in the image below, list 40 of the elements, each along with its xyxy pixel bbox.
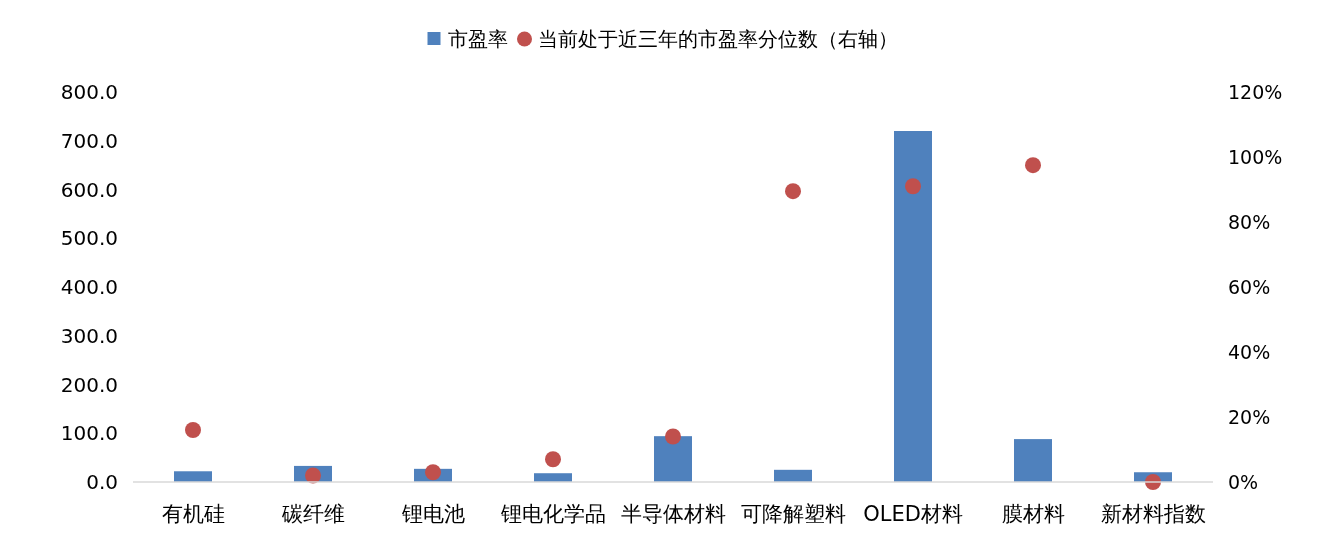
x-tick-label: OLED材料 [863,502,963,526]
x-tick-label: 可降解塑料 [740,502,846,526]
y-tick-label: 400.0 [60,275,118,299]
x-tick-label: 有机硅 [161,502,225,526]
y2-tick-label: 40% [1228,341,1271,363]
legend-label: 市盈率 [447,27,508,51]
y2-tick-label: 80% [1228,211,1271,233]
y2-tick-label: 0% [1228,471,1259,493]
point [785,183,801,200]
y2-tick-label: 100% [1228,146,1283,168]
x-tick-label: 碳纤维 [280,502,345,526]
point [1025,157,1041,174]
bar [174,471,212,482]
point [425,464,441,481]
point [665,428,681,445]
y-tick-label: 800.0 [60,80,118,104]
point [185,422,201,438]
bar [894,131,932,482]
bar [534,473,572,482]
x-tick-label: 膜材料 [1001,502,1065,526]
y-tick-label: 100.0 [60,421,118,446]
bar [774,469,812,482]
y2-tick-label: 20% [1228,406,1271,428]
y-tick-label: 300.0 [60,323,118,348]
y-tick-label: 0.0 [86,470,118,494]
x-tick-label: 半导体材料 [620,502,726,526]
point [905,178,921,195]
bar [1014,439,1052,482]
y2-tick-label: 120% [1228,81,1283,103]
y-tick-label: 500.0 [60,226,118,251]
y-tick-label: 200.0 [60,372,118,397]
point [545,451,561,468]
x-tick-label: 锂电化学品 [499,502,606,526]
y-tick-label: 700.0 [60,128,118,153]
x-tick-label: 锂电池 [400,502,465,526]
legend-label: 当前处于近三年的市盈率分位数（右轴） [537,27,898,51]
y-tick-label: 600.0 [60,177,118,202]
x-tick-label: 新材料指数 [1100,502,1206,526]
y2-tick-label: 60% [1228,276,1271,298]
bar [654,436,692,482]
